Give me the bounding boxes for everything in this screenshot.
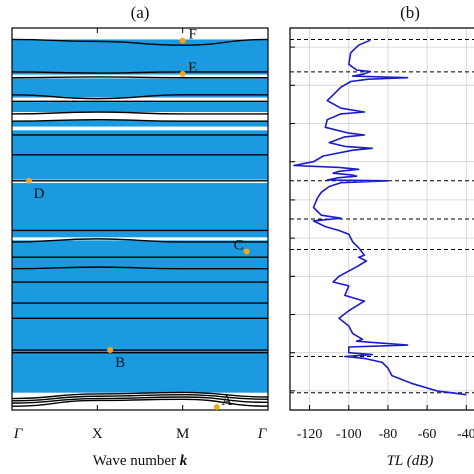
tl-frame bbox=[289, 27, 474, 411]
mode-point-e bbox=[179, 70, 186, 77]
mode-point-label: C bbox=[234, 237, 244, 253]
mode-point-label: D bbox=[34, 186, 45, 202]
dispersion-band-1 bbox=[11, 398, 269, 407]
dispersion-band-10 bbox=[11, 266, 268, 270]
dispersion-band-18 bbox=[11, 111, 268, 115]
dispersion-band-17 bbox=[11, 118, 268, 122]
band-structure-frame bbox=[11, 27, 269, 411]
x-tick-label: X bbox=[92, 426, 103, 442]
x-tick-label: M bbox=[176, 426, 189, 442]
band-structure-panel: Γ X M Γ A B C D E F Wave number k bbox=[11, 27, 269, 469]
x-tick-label: Γ bbox=[257, 426, 268, 442]
tl-axis-label: TL (dB) bbox=[387, 453, 434, 469]
mode-point-label: E bbox=[188, 60, 197, 76]
transmission-loss-panel: -120 -100 -80 -60 -40 TL (dB) bbox=[289, 27, 474, 469]
passband-strip bbox=[12, 237, 268, 241]
panel-label-b: (b) bbox=[400, 3, 420, 22]
dispersion-band-4 bbox=[11, 391, 269, 400]
passband-strip bbox=[12, 126, 268, 131]
mode-point-label: B bbox=[115, 355, 125, 371]
band-edge-dashed-lines bbox=[290, 38, 474, 394]
mode-point-label: F bbox=[188, 27, 196, 43]
tl-x-tick-label: -80 bbox=[379, 427, 398, 442]
passband-strip bbox=[12, 97, 268, 103]
dispersion-band-12 bbox=[11, 238, 268, 243]
tl-x-tick-label: -40 bbox=[457, 427, 474, 442]
dispersion-band-3 bbox=[11, 394, 269, 402]
mode-point-label: A bbox=[221, 393, 232, 409]
band-gap-region bbox=[12, 39, 268, 393]
passband-strip bbox=[12, 74, 268, 79]
mode-points: A B C D E F bbox=[26, 27, 250, 410]
dispersion-band-21 bbox=[11, 76, 268, 79]
dispersion-band-22 bbox=[11, 71, 268, 74]
tl-curve bbox=[293, 39, 467, 396]
dispersion-band-20 bbox=[11, 94, 268, 100]
mode-point-c bbox=[243, 248, 250, 255]
panel-label-a: (a) bbox=[131, 3, 150, 22]
x-axis-label: Wave number k bbox=[93, 453, 188, 469]
tl-x-tick-label: -100 bbox=[336, 427, 362, 442]
dispersion-band-2 bbox=[11, 396, 269, 404]
dispersion-curves bbox=[11, 38, 269, 407]
mode-point-a bbox=[213, 403, 220, 410]
x-tick-label: Γ bbox=[13, 426, 24, 442]
dispersion-band-23 bbox=[11, 38, 269, 46]
mode-point-b bbox=[107, 347, 114, 354]
tl-x-tick-label: -60 bbox=[418, 427, 437, 442]
tl-x-ticks: -120 -100 -80 -60 -40 bbox=[290, 46, 474, 442]
tl-x-tick-label: -120 bbox=[297, 427, 323, 442]
passband-strip bbox=[12, 112, 268, 121]
mode-point-d bbox=[26, 177, 33, 184]
mode-point-f bbox=[179, 37, 186, 44]
